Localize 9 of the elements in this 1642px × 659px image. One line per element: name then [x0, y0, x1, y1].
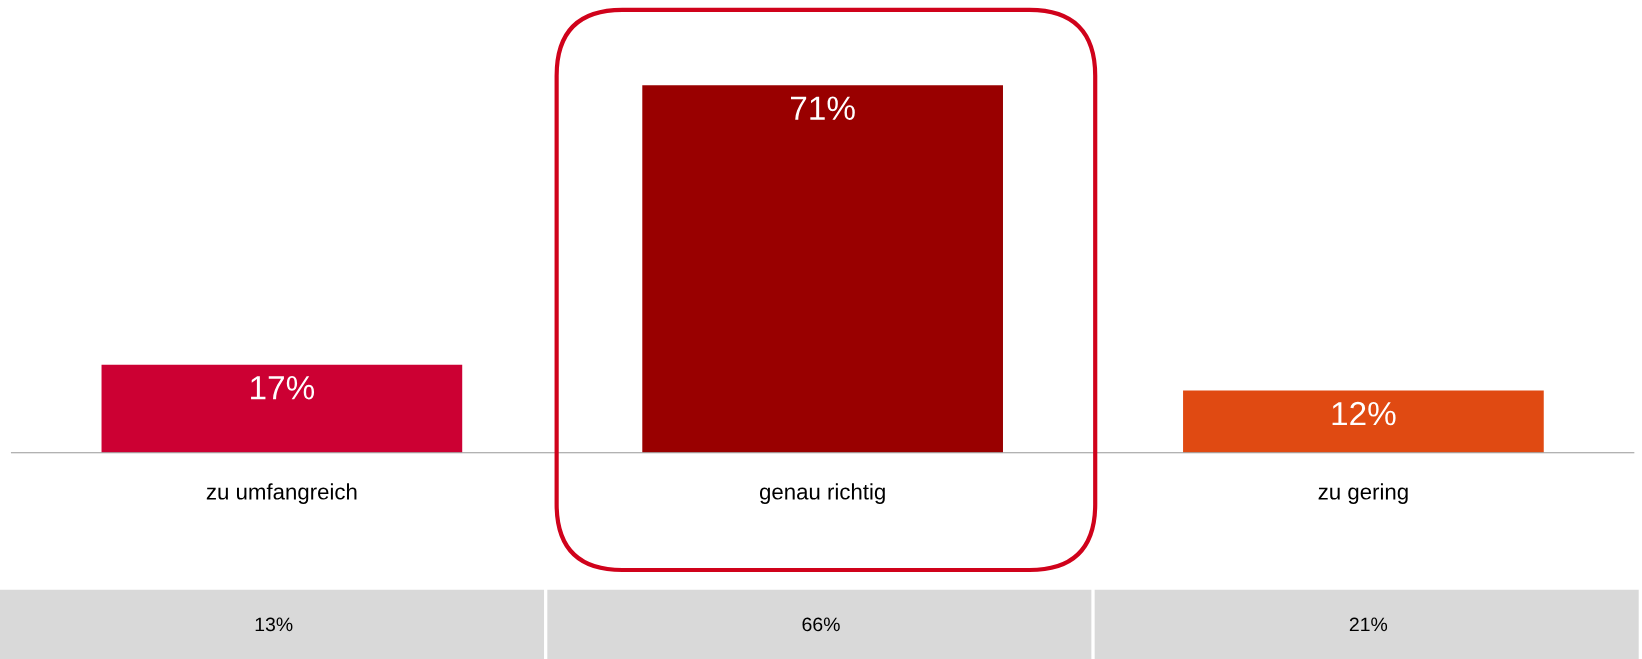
text: 21% — [1349, 617, 1388, 632]
data-label: 12% — [1332, 401, 1396, 426]
text: 66% — [802, 617, 840, 632]
x-tick-label: zu umfangreich — [206, 483, 357, 504]
data-label: 17% — [251, 376, 315, 400]
text: 13% — [255, 617, 293, 632]
x-tick-label: genau richtig — [759, 483, 885, 504]
x-tick-label: zu gering — [1318, 483, 1408, 504]
data-label: 71% — [790, 96, 855, 120]
